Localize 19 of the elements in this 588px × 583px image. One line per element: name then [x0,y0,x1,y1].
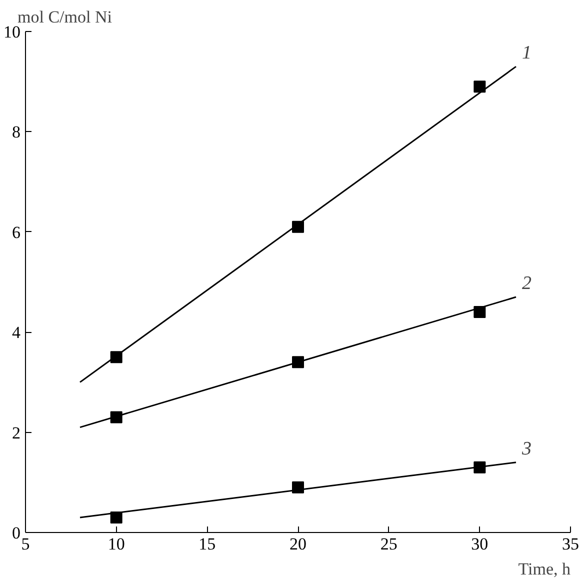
series-label: 3 [521,438,532,460]
x-tick-label: 30 [471,534,488,554]
y-axis-title: mol C/mol Ni [18,8,112,26]
point [474,80,486,93]
x-tick-label: 25 [380,534,398,554]
y-tick-label: 4 [12,323,21,342]
x-axis-title: Time, h [518,560,571,578]
x-tick-label: 15 [198,534,216,554]
y-tick-label: 6 [12,222,20,242]
series-label: 1 [522,42,532,64]
x-tick-label: 20 [290,534,306,554]
y-tick-label: 10 [4,22,20,42]
x-tick-label: 5 [21,534,30,554]
y-tick-label: 2 [12,423,20,442]
x-tick-label: 10 [108,534,125,554]
y-tick-label: 0 [12,524,20,542]
x-tick-label: 35 [562,534,579,554]
series-label: 2 [522,273,532,294]
y-tick-label: 8 [12,122,20,142]
